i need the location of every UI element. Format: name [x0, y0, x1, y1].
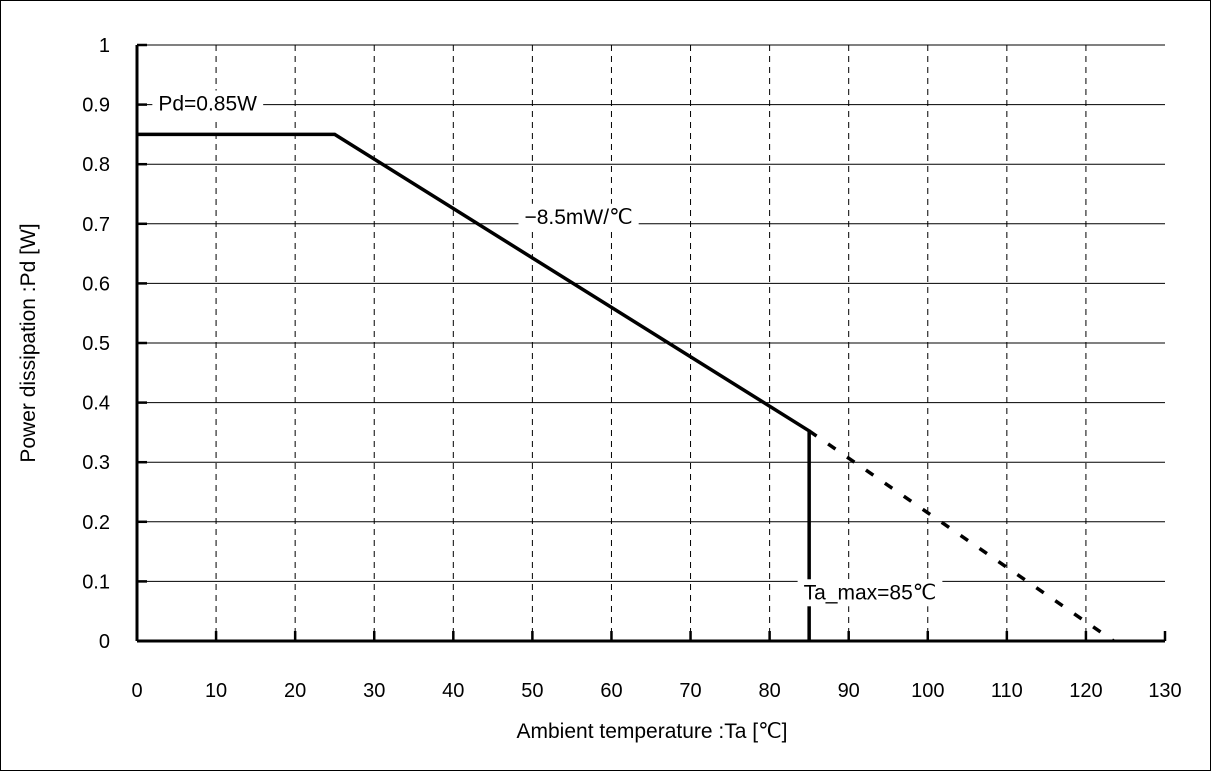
- tick-labels: 00.10.20.30.40.50.60.70.80.910 10 20 30 40 50…: [82, 35, 1182, 702]
- y-tick-label: 0.2: [82, 512, 110, 534]
- grid: [137, 44, 1165, 641]
- y-axis-title: Power dissipation :Pd [W]: [17, 223, 40, 462]
- y-tick-label: 1: [99, 35, 110, 57]
- x-tick-label: 70: [679, 680, 701, 702]
- y-tick-label: 0.4: [82, 393, 110, 415]
- y-tick-label: 0.8: [82, 154, 110, 176]
- y-tick-label: 0.1: [82, 571, 110, 593]
- x-tick-label: 90: [838, 680, 860, 702]
- annotation-label: −8.5mW/℃: [524, 206, 632, 229]
- annotation-label: Pd=0.85W: [158, 93, 257, 116]
- x-tick-label: 130: [1148, 680, 1181, 702]
- y-tick-label: 0.9: [82, 95, 110, 117]
- x-tick-label: 80: [758, 680, 780, 702]
- y-tick-label: 0: [99, 631, 110, 653]
- x-tick-label: 20: [284, 680, 306, 702]
- axes: [135, 43, 1167, 643]
- x-tick-label: 40: [442, 680, 464, 702]
- annotation-label: Ta_max=85℃: [804, 581, 937, 604]
- x-tick-label: 60: [600, 680, 622, 702]
- x-axis-title: Ambient temperature :Ta [℃]: [516, 720, 787, 743]
- x-tick-label: 100: [911, 680, 944, 702]
- x-tick-label: 50: [521, 680, 543, 702]
- x-tick-label: 30: [363, 680, 385, 702]
- annotation-background: [152, 90, 264, 118]
- extrapolated-derating-line: [808, 429, 1115, 643]
- y-tick-label: 0.7: [82, 214, 110, 236]
- y-tick-label: 0.5: [82, 333, 110, 355]
- series-lines: [137, 132, 1115, 643]
- x-tick-label: 120: [1069, 680, 1102, 702]
- annotation-background: [797, 579, 943, 607]
- y-tick-label: 0.6: [82, 273, 110, 295]
- x-tick-label: 110: [991, 680, 1023, 702]
- annotation-background: [518, 203, 639, 231]
- x-tick-label: 0: [131, 680, 142, 702]
- annotations: Pd=0.85W −8.5mW/℃ Ta_max=85℃: [152, 90, 943, 607]
- y-tick-label: 0.3: [82, 452, 110, 474]
- derating-curve: [137, 132, 811, 641]
- x-tick-label: 10: [205, 680, 227, 702]
